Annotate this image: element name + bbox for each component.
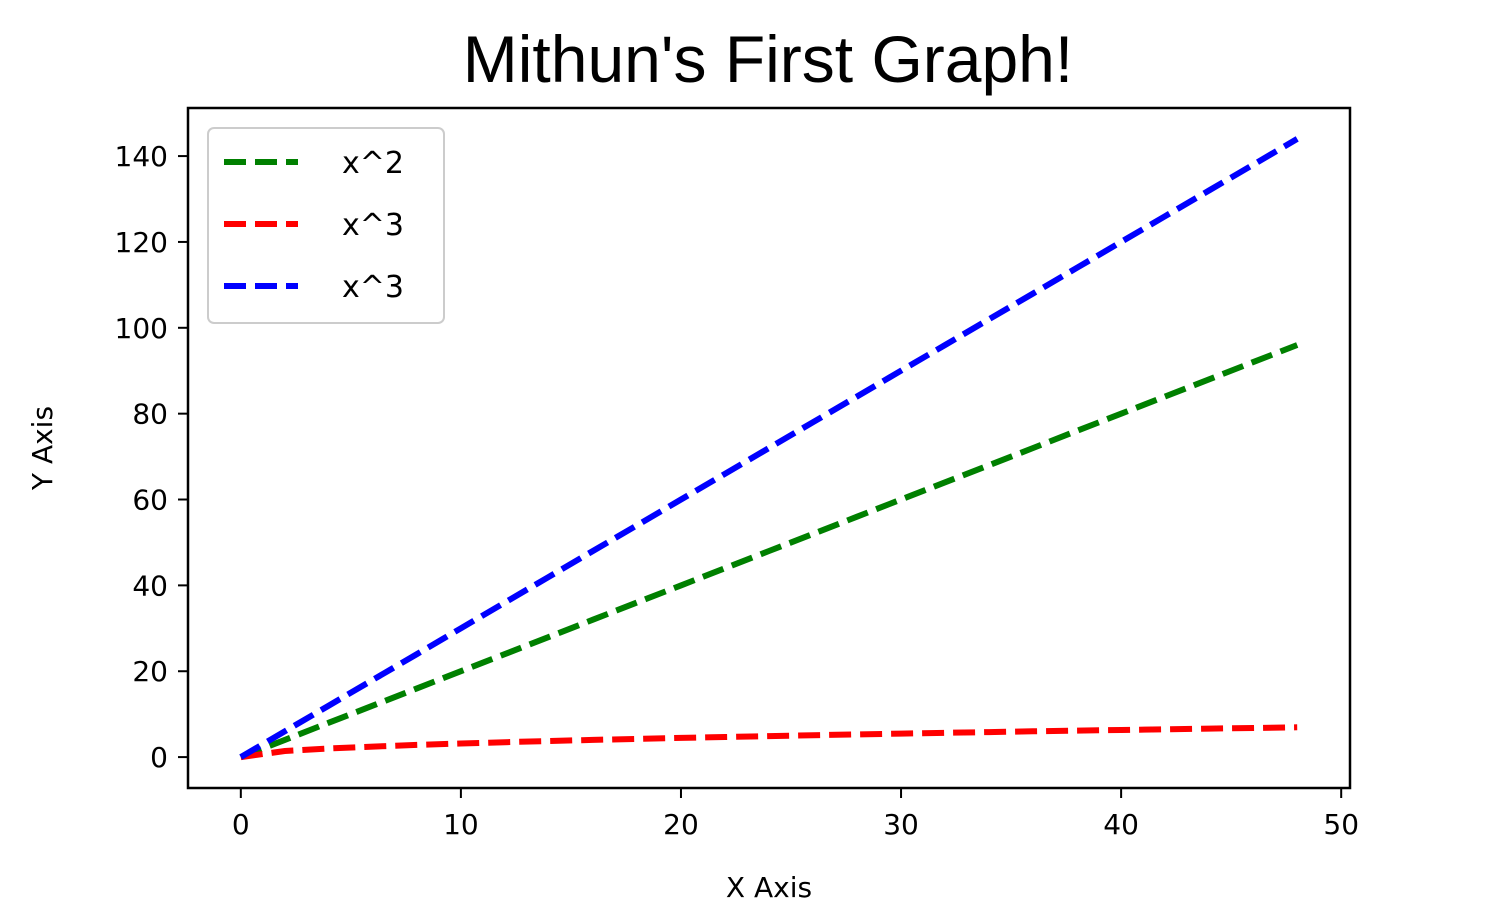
x-tick-label: 20 xyxy=(663,808,699,841)
x-tick-label: 30 xyxy=(883,808,919,841)
y-axis-ticks: 0 20 40 60 80 100 120 140 xyxy=(115,140,188,774)
y-tick-label: 100 xyxy=(115,312,168,345)
legend: x^2 x^3 x^3 xyxy=(207,127,445,324)
series-line-3 xyxy=(239,136,1299,760)
plot-frame xyxy=(186,106,1352,790)
y-tick-label: 40 xyxy=(132,569,168,602)
y-tick-label: 60 xyxy=(132,484,168,517)
x-tick-label: 10 xyxy=(443,808,479,841)
y-tick-label: 0 xyxy=(150,741,168,774)
x-axis-label: X Axis xyxy=(726,871,812,900)
y-tick-label: 20 xyxy=(132,655,168,688)
x-tick-label: 40 xyxy=(1103,808,1139,841)
x-tick-label: 0 xyxy=(232,808,250,841)
y-axis-label: Y Axis xyxy=(26,406,59,491)
legend-box xyxy=(207,127,445,324)
legend-label-3: x^3 xyxy=(342,270,404,305)
legend-label-1: x^2 xyxy=(342,146,404,181)
y-tick-label: 120 xyxy=(115,226,168,259)
y-tick-label: 80 xyxy=(132,398,168,431)
y-tick-label: 140 xyxy=(115,140,168,173)
series-line-2 xyxy=(240,724,1298,761)
x-tick-label: 50 xyxy=(1323,808,1359,841)
x-axis-ticks: 0 10 20 30 40 50 xyxy=(232,788,1359,841)
plot-lines xyxy=(239,136,1299,761)
chart-title: Mithun's First Graph! xyxy=(463,22,1073,96)
series-line-1 xyxy=(239,342,1299,760)
legend-label-2: x^3 xyxy=(342,208,404,243)
